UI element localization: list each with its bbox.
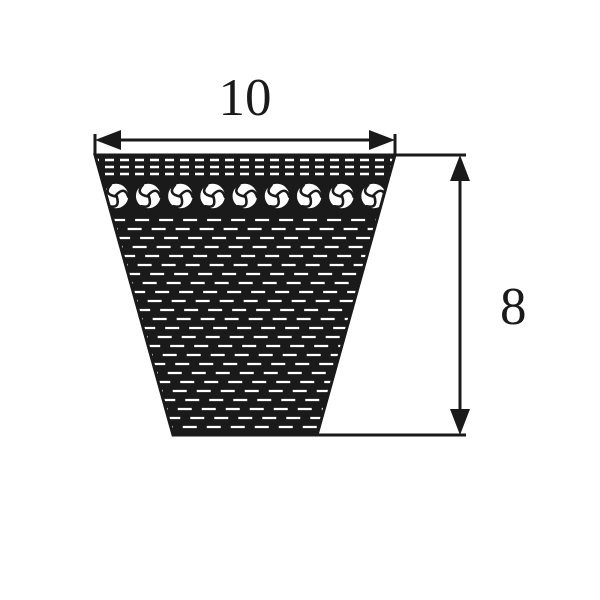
width-label: 10	[219, 69, 272, 127]
belt-diagram: 10 8	[0, 0, 600, 600]
height-label: 8	[500, 278, 527, 336]
tensile-cords	[103, 183, 387, 209]
